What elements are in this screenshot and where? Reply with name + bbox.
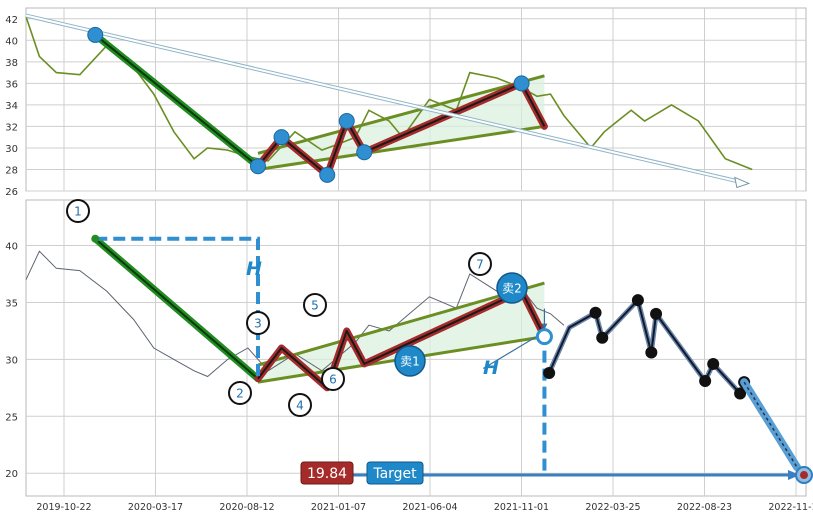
y-tick-label: 32 [5,122,18,133]
sell1-pointer [482,336,537,370]
downtrend-leg-core [94,34,259,168]
pivot-dot [513,75,530,92]
y-tick-label: 38 [5,58,18,69]
y-tick-label: 30 [5,144,18,155]
pivot-dot [273,129,290,146]
pivot-dot [338,113,355,130]
pivot-label-2: 2 [228,381,252,405]
y-tick-label: 20 [5,469,18,480]
y-tick-label: 36 [5,79,18,90]
pivot-dot [91,234,100,243]
channel-fill [258,283,545,383]
pivot-label-4: 4 [288,393,312,417]
projection-dot [589,306,602,319]
channel-fill [258,75,545,170]
pivot-dot [319,166,336,183]
y-tick-label: 30 [5,355,18,366]
target-arrow-core [743,381,798,468]
projection-dot [699,375,712,388]
projection-dot [631,294,644,307]
projection-dot [543,367,556,380]
height-label-right: H [483,357,499,379]
pivot-dot [249,158,266,175]
x-tick-label: 2020-08-12 [219,502,274,513]
downtrend-leg-core [94,237,259,380]
x-tick-label: 2021-06-04 [402,502,457,513]
height-label: H [246,258,262,280]
target-value-badge: 19.84 [300,461,354,485]
y-tick-label: 40 [5,242,18,253]
projection-dot [734,387,747,400]
pivot-label-6: 6 [321,367,345,391]
sell1-marker: 卖1 [394,345,426,377]
x-tick-label: 2021-11-01 [494,502,549,513]
target-badge: Target [366,461,424,485]
plot-area [25,7,807,192]
svg-text:1: 1 [74,205,82,219]
projection-dot [645,346,658,359]
x-tick-label: 2021-01-07 [311,502,366,513]
channel-upper-line [257,74,545,155]
x-tick-label: 2020-03-17 [128,502,183,513]
target-marker-core [799,471,808,480]
price-line [25,16,753,171]
downtrend-arrow-inner [25,14,744,184]
svg-text:5: 5 [311,299,319,313]
downtrend-arrow-head [734,176,751,189]
top-panel: 26 28 30 32 34 36 38 40 42 [5,7,807,198]
pivot-label-3: 3 [246,311,270,335]
annotation-labels: 1 2 3 4 5 6 7 [66,199,528,485]
y-tick-label: 26 [5,187,18,198]
projection-dot [707,357,720,370]
svg-text:7: 7 [476,258,484,272]
y-tick-label: 42 [5,15,18,26]
svg-text:19.84: 19.84 [307,466,347,482]
pivot-dot [87,26,104,43]
channel-lower-line [257,124,545,171]
x-tick-label: 2022-11-10 [768,502,813,513]
sell2-marker: 卖2 [496,272,528,304]
y-tick-label: 35 [5,298,18,309]
y-tick-label: 28 [5,165,18,176]
pivot-label-1: 1 [66,199,90,223]
channel-upper-line [257,281,545,367]
x-tick-label: 2019-10-22 [36,502,91,513]
pivot-label-7: 7 [468,252,492,276]
sell2-pointer-head [541,323,548,330]
svg-text:2: 2 [236,387,244,401]
y-tick-label: 34 [5,101,18,112]
svg-text:3: 3 [254,317,262,331]
projection-dot [596,331,609,344]
svg-text:4: 4 [296,399,304,413]
svg-text:6: 6 [329,373,337,387]
svg-text:卖2: 卖2 [502,282,522,296]
pivot-dot [356,144,373,161]
x-tick-label: 2022-03-25 [585,502,640,513]
sell-point-marker [535,328,553,346]
y-tick-label: 40 [5,36,18,47]
target-line-head [787,470,800,481]
projection-dot [650,307,663,320]
y-tick-label: 25 [5,412,18,423]
svg-text:卖1: 卖1 [400,355,420,369]
svg-text:Target: Target [372,466,417,482]
price-line [25,250,565,378]
pivot-label-5: 5 [303,293,327,317]
x-tick-label: 2022-08-23 [677,502,732,513]
